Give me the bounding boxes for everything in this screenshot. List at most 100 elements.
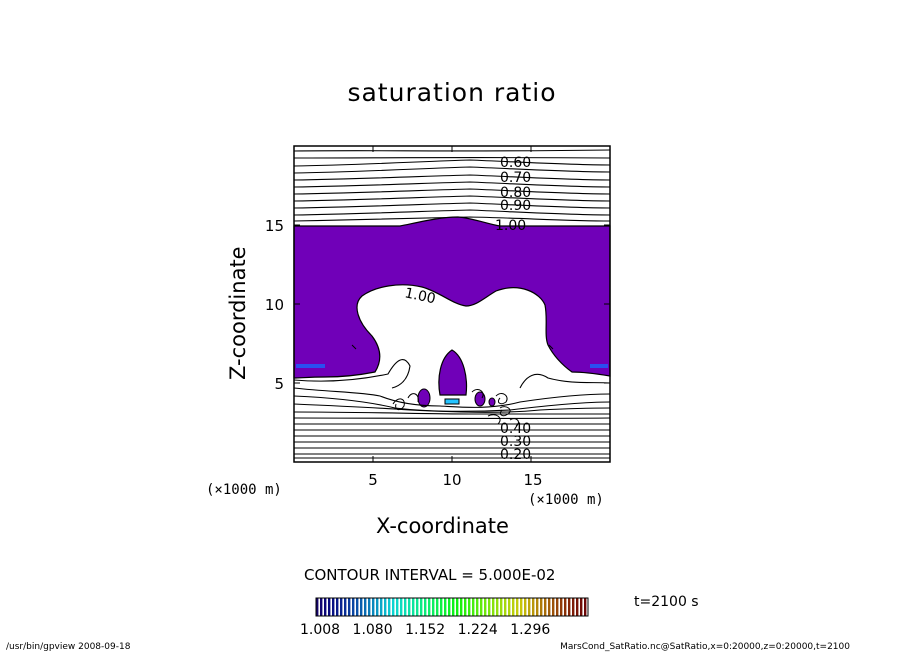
colorbar-stripe [340, 598, 343, 616]
colorbar-stripe [332, 598, 335, 616]
cloud-base-eddies [351, 344, 554, 427]
colorbar-stripe [496, 598, 499, 616]
colorbar-stripe [464, 598, 467, 616]
footer-left: /usr/bin/gpview 2008-09-18 [6, 642, 131, 652]
colorbar-stripe [544, 598, 547, 616]
footer-right: MarsCond_SatRatio.nc@SatRatio,x=0:20000,… [560, 642, 850, 652]
colorbar-stripe [352, 598, 355, 616]
colorbar-stripe [556, 598, 559, 616]
colorbar-stripe [388, 598, 391, 616]
colorbar-stripe [408, 598, 411, 616]
contour-label: 0.30 [500, 434, 531, 450]
colorbar-stripe [540, 598, 543, 616]
x-unit-label: (×1000 m) [206, 482, 282, 498]
colorbar-stripe [444, 598, 447, 616]
colorbar-stripe [448, 598, 451, 616]
colorbar-stripe [476, 598, 479, 616]
contour-label: 0.90 [500, 198, 531, 214]
colorbar-tick-labels: 1.008 1.080 1.152 1.224 1.296 [300, 622, 550, 638]
contour-label: 0.80 [500, 185, 531, 201]
colorbar-tick: 1.152 [405, 622, 446, 638]
colorbar-stripe [584, 598, 587, 616]
colorbar-stripe [364, 598, 367, 616]
cell-left [417, 388, 431, 408]
contour-label: 0.70 [500, 170, 531, 186]
colorbar-stripe [380, 598, 383, 616]
y-tick-label: 15 [265, 217, 284, 235]
contour-label: 1.00 [403, 285, 437, 307]
contour-interval: CONTOUR INTERVAL = 5.000E-02 [304, 566, 556, 584]
colorbar [316, 598, 587, 616]
colorbar-stripe [460, 598, 463, 616]
colorbar-stripe [456, 598, 459, 616]
colorbar-stripe [568, 598, 571, 616]
x-tick-label: 10 [442, 471, 461, 489]
colorbar-stripe [548, 598, 551, 616]
colorbar-stripe [384, 598, 387, 616]
cell-cyan [444, 398, 460, 405]
colorbar-stripe [512, 598, 515, 616]
chart-title: saturation ratio [347, 78, 557, 107]
x-axis-label: X-coordinate [376, 514, 509, 538]
colorbar-tick: 1.224 [457, 622, 498, 638]
contour-label: 0.40 [500, 421, 531, 437]
colorbar-stripe [392, 598, 395, 616]
colorbar-stripe [504, 598, 507, 616]
time-label: t=2100 s [634, 594, 699, 610]
colorbar-stripe [468, 598, 471, 616]
colorbar-stripe [320, 598, 323, 616]
colorbar-stripe [356, 598, 359, 616]
colorbar-stripe [432, 598, 435, 616]
colorbar-stripe [516, 598, 519, 616]
colorbar-stripe [484, 598, 487, 616]
colorbar-stripe [536, 598, 539, 616]
colorbar-stripe [336, 598, 339, 616]
colorbar-stripe [428, 598, 431, 616]
x-tick-label: 15 [523, 471, 542, 489]
colorbar-stripe [524, 598, 527, 616]
colorbar-stripe [420, 598, 423, 616]
axis-ticks [294, 146, 610, 462]
contour-label: 0.20 [500, 447, 531, 463]
colorbar-stripe [360, 598, 363, 616]
colorbar-stripe [404, 598, 407, 616]
colorbar-stripe [424, 598, 427, 616]
colorbar-stripe [440, 598, 443, 616]
colorbar-stripe [508, 598, 511, 616]
colorbar-stripe [528, 598, 531, 616]
x-tick-label: 5 [368, 471, 378, 489]
colorbar-stripe [324, 598, 327, 616]
colorbar-stripe [552, 598, 555, 616]
colorbar-stripe [436, 598, 439, 616]
colorbar-stripe [560, 598, 563, 616]
colorbar-stripe [400, 598, 403, 616]
cell-far-right [488, 397, 496, 407]
colorbar-stripe [396, 598, 399, 616]
y-axis-label: Z-coordinate [226, 246, 250, 380]
colorbar-tick: 1.080 [352, 622, 393, 638]
colorbar-tick: 1.296 [510, 622, 551, 638]
colorbar-stripe [348, 598, 351, 616]
colorbar-stripe [328, 598, 331, 616]
colorbar-stripe [416, 598, 419, 616]
colorbar-stripe [372, 598, 375, 616]
colorbar-stripe [480, 598, 483, 616]
contour-labels: 0.60 0.70 0.80 0.90 1.00 1.00 0.40 0.30 … [403, 155, 531, 463]
colorbar-stripe [472, 598, 475, 616]
colorbar-stripe [564, 598, 567, 616]
colorbar-stripe [572, 598, 575, 616]
colorbar-stripe [344, 598, 347, 616]
y-tick-label: 10 [265, 296, 284, 314]
contour-label: 1.00 [495, 218, 526, 234]
contour-label: 0.60 [500, 155, 531, 171]
colorbar-stripe [576, 598, 579, 616]
colorbar-frame [315, 597, 589, 617]
colorbar-stripe [580, 598, 583, 616]
y-tick-label: 5 [274, 375, 284, 393]
colorbar-stripe [492, 598, 495, 616]
colorbar-tick: 1.008 [300, 622, 341, 638]
colorbar-stripe [452, 598, 455, 616]
colorbar-stripe [500, 598, 503, 616]
colorbar-stripe [368, 598, 371, 616]
